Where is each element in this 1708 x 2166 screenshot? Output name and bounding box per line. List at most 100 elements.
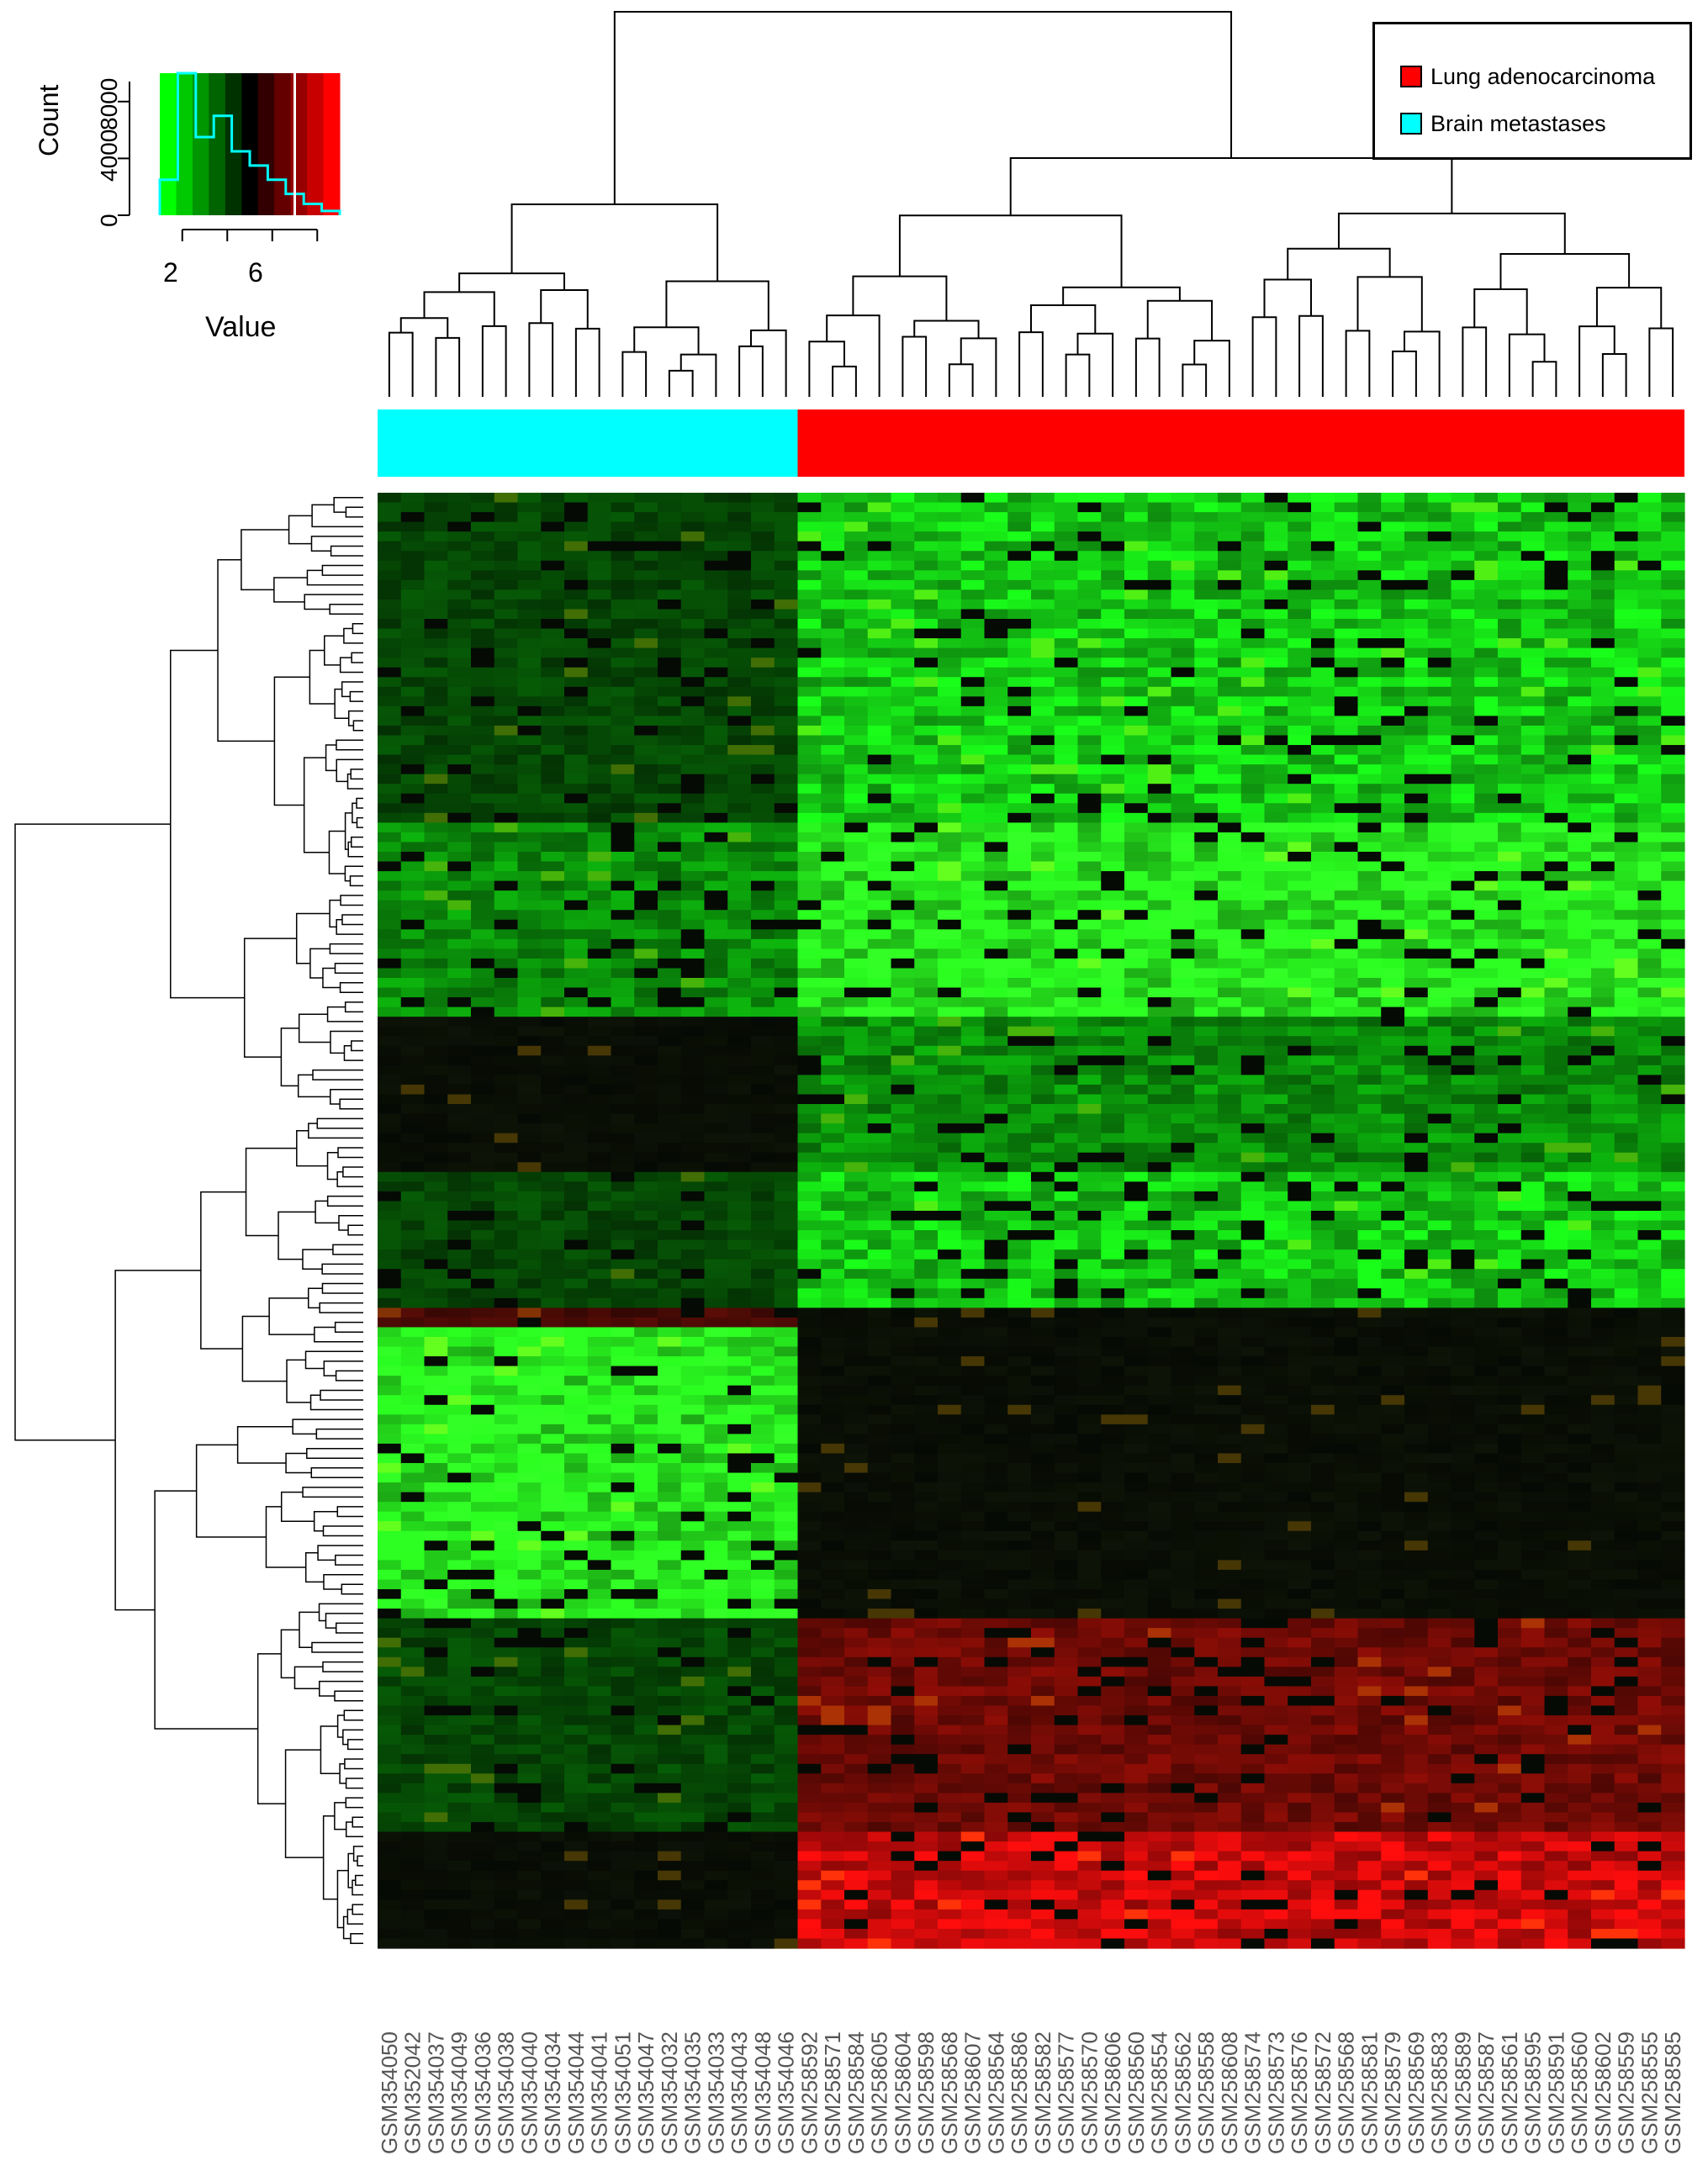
heatmap-cell <box>1288 1249 1311 1260</box>
heatmap-cell <box>1265 1123 1288 1133</box>
heatmap-cell <box>1031 493 1055 503</box>
heatmap-cell <box>564 687 588 697</box>
heatmap-cell <box>634 696 658 706</box>
heatmap-cell <box>1381 881 1404 891</box>
dendrogram-branch <box>342 915 363 925</box>
heatmap-cell <box>425 871 448 881</box>
heatmap-cell <box>775 696 798 706</box>
heatmap-cell <box>1545 978 1568 988</box>
heatmap-cell <box>775 1211 798 1221</box>
heatmap-cell <box>891 1123 915 1133</box>
heatmap-cell <box>1171 1181 1195 1191</box>
heatmap-cell <box>1124 745 1148 755</box>
heatmap-cell <box>727 1143 751 1153</box>
heatmap-cell <box>1218 1153 1241 1163</box>
heatmap-cell <box>751 570 775 580</box>
heatmap-cell <box>775 1308 798 1318</box>
heatmap-cell <box>1101 658 1124 668</box>
heatmap-cell <box>401 619 425 629</box>
heatmap-cell <box>564 503 588 513</box>
heatmap-cell <box>1404 1288 1428 1298</box>
heatmap-cell <box>611 774 635 785</box>
heatmap-cell <box>611 764 635 774</box>
heatmap-cell <box>588 1249 611 1260</box>
heatmap-cell <box>727 531 751 542</box>
heatmap-cell <box>798 890 822 901</box>
dendrogram-branch <box>1253 317 1277 397</box>
heatmap-cell <box>1124 813 1148 823</box>
heatmap-cell <box>541 1007 564 1017</box>
heatmap-cell <box>1265 531 1288 542</box>
heatmap-cell <box>751 794 775 804</box>
heatmap-cell <box>1661 774 1684 785</box>
heatmap-cell <box>518 589 542 600</box>
heatmap-cell <box>471 716 494 726</box>
heatmap-cell <box>1031 1298 1055 1308</box>
heatmap-cell <box>1358 561 1382 571</box>
heatmap-cell <box>1498 736 1521 746</box>
heatmap-cell <box>1265 1298 1288 1308</box>
heatmap-cell <box>401 531 425 542</box>
heatmap-cell <box>1031 1279 1055 1289</box>
heatmap-cell <box>1171 822 1195 832</box>
heatmap-cell <box>985 658 1008 668</box>
heatmap-cell <box>1124 901 1148 911</box>
heatmap-cell <box>658 764 681 774</box>
heatmap-cell <box>1311 531 1335 542</box>
heatmap-cell <box>1498 948 1521 959</box>
heatmap-cell <box>1101 503 1124 513</box>
heatmap-cell <box>1031 901 1055 911</box>
heatmap-cell <box>1311 706 1335 716</box>
heatmap-cell <box>844 1191 868 1202</box>
color-key-band <box>225 73 242 215</box>
heatmap-cell <box>541 531 564 542</box>
heatmap-cell <box>401 1017 425 1027</box>
heatmap-cell <box>1148 862 1171 872</box>
heatmap-cell <box>1381 764 1404 774</box>
heatmap-cell <box>821 1298 844 1308</box>
heatmap-cell <box>1194 978 1218 988</box>
dendrogram-branch <box>1063 288 1180 305</box>
heatmap-cell <box>891 638 915 648</box>
heatmap-cell <box>938 1085 961 1095</box>
dendrogram-branch <box>309 1288 323 1308</box>
heatmap-cell <box>658 842 681 852</box>
heatmap-cell <box>961 512 985 522</box>
heatmap-cell <box>1545 551 1568 561</box>
heatmap-cell <box>1171 522 1195 532</box>
heatmap-cell <box>1124 764 1148 774</box>
heatmap-cell <box>798 1104 822 1114</box>
heatmap-cell <box>914 1055 938 1065</box>
heatmap-cell <box>541 774 564 785</box>
heatmap-cell <box>1311 629 1335 639</box>
heatmap-cell <box>611 600 635 610</box>
heatmap-cell <box>494 1075 518 1085</box>
heatmap-cell <box>1615 920 1638 930</box>
heatmap-cell <box>1335 764 1358 774</box>
heatmap-cell <box>1194 1085 1218 1095</box>
heatmap-cell <box>471 784 494 794</box>
heatmap-cell <box>681 939 705 949</box>
heatmap-cell <box>1241 1230 1265 1240</box>
heatmap-cell <box>727 1191 751 1202</box>
heatmap-cell <box>611 619 635 629</box>
heatmap-cell <box>658 1085 681 1095</box>
heatmap-cell <box>1428 706 1452 716</box>
heatmap-cell <box>518 920 542 930</box>
heatmap-cell <box>634 764 658 774</box>
heatmap-cell <box>821 1007 844 1017</box>
heatmap-cell <box>1101 745 1124 755</box>
heatmap-cell <box>891 1211 915 1221</box>
heatmap-cell <box>1358 609 1382 619</box>
heatmap-cell <box>425 619 448 629</box>
heatmap-cell <box>1638 512 1662 522</box>
heatmap-cell <box>1545 1007 1568 1017</box>
heatmap-cell <box>1171 1153 1195 1163</box>
heatmap-cell <box>494 503 518 513</box>
heatmap-cell <box>705 832 728 843</box>
heatmap-cell <box>425 745 448 755</box>
heatmap-cell <box>1218 609 1241 619</box>
heatmap-cell <box>821 890 844 901</box>
heatmap-cell <box>1474 696 1498 706</box>
dendrogram-branch <box>615 12 1231 204</box>
